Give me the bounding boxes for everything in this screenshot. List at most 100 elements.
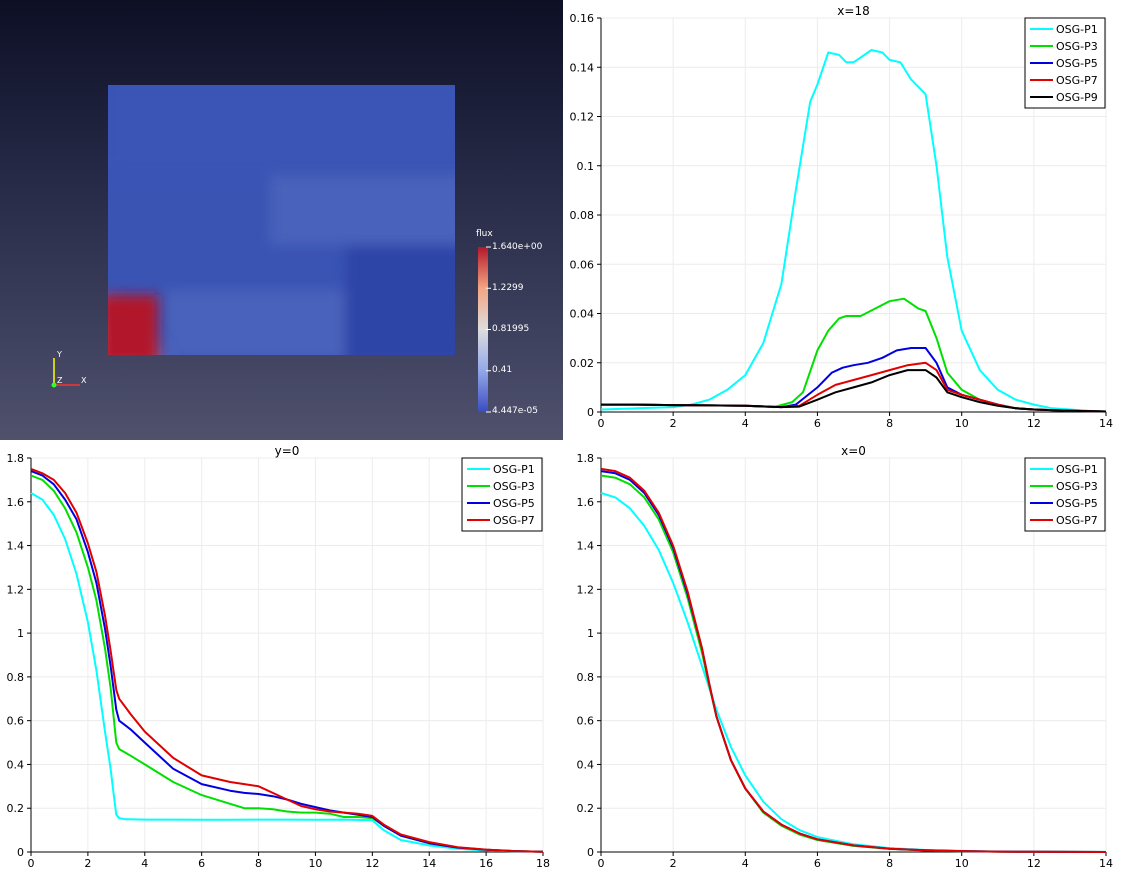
legend-label: OSG-P1 — [1056, 463, 1098, 476]
x-tick-label: 12 — [1027, 417, 1041, 430]
flux-field — [108, 85, 455, 355]
render-canvas[interactable] — [0, 0, 563, 440]
legend-label: OSG-P7 — [1056, 514, 1098, 527]
y-tick-label: 0.8 — [577, 671, 595, 684]
legend-label: OSG-P9 — [1056, 91, 1098, 104]
x-tick-label: 6 — [814, 857, 821, 870]
x-tick-label: 0 — [28, 857, 35, 870]
series-line-osg-p1 — [600, 49, 1107, 413]
colorbar-label-3: 0.81995 — [492, 324, 530, 334]
x-tick-label: 8 — [886, 857, 893, 870]
x-tick-label: 10 — [955, 857, 969, 870]
chart-svg[interactable]: 0 2 4 6 8 10 12 14 0 0.2 0.4 0.6 0.8 1 1.2 1.4 1.6 1.8 x=0… — [563, 440, 1126, 880]
y-tick-label: 1.8 — [7, 452, 25, 465]
legend-box — [461, 457, 543, 532]
series-line-osg-p7 — [30, 467, 544, 853]
chart-svg[interactable]: 0 2 4 6 8 10 12 14 16 18 0 0.2 0.4 0.6 0.8 1 1.2 1.4 1.6 1.… — [0, 440, 563, 880]
x-tick-label: 14 — [422, 857, 436, 870]
y-tick-label: 0 — [587, 846, 594, 859]
chart-title: x=18 — [837, 4, 869, 18]
y-tick-label: 0.6 — [7, 715, 25, 728]
colorbar-label-4: 0.41 — [492, 365, 513, 375]
y-tick-label: 0.12 — [570, 111, 595, 124]
chart-svg[interactable]: 0 2 4 6 8 10 12 14 0 0.02 0.04 0.06 0.08 0.1 0.12 0.14 0… — [563, 0, 1126, 440]
series-line-osg-p1 — [600, 492, 1106, 853]
series-line-osg-p7 — [600, 467, 1107, 853]
x-tick-label: 4 — [141, 857, 148, 870]
colorbar-title: flux — [476, 229, 493, 239]
y-tick-label: 0.04 — [570, 308, 595, 321]
y-tick-label: 0.8 — [7, 671, 25, 684]
y-tick-label: 0.4 — [577, 758, 595, 771]
x-tick-label: 0 — [598, 417, 605, 430]
y-tick-label: 0.08 — [570, 209, 595, 222]
legend-box — [1024, 457, 1106, 532]
y-tick-label: 1 — [587, 627, 594, 640]
legend-label: OSG-P1 — [493, 463, 535, 476]
y-tick-label: 0.06 — [570, 258, 595, 271]
series-line-osg-p3 — [600, 474, 1107, 853]
y-tick-label: 1.2 — [577, 583, 595, 596]
y-tick-label: 0.2 — [7, 802, 25, 815]
line-chart-x0[interactable]: 0 2 4 6 8 10 12 14 0 0.2 0.4 0.6 0.8 1 1.2 1.4 1.6 1.8 x=0… — [563, 440, 1126, 880]
y-tick-label: 1.4 — [7, 540, 25, 553]
y-tick-label: 1.2 — [7, 583, 25, 596]
legend-label: OSG-P3 — [1056, 40, 1098, 53]
render-viewport[interactable]: flux 1.640e+00 1.2299 0.81995 0.41 4.447… — [0, 0, 563, 440]
line-chart-x18[interactable]: 0 2 4 6 8 10 12 14 0 0.02 0.04 0.06 0.08 0.1 0.12 0.14 0… — [563, 0, 1126, 440]
y-tick-label: 0.14 — [570, 61, 595, 74]
legend-label: OSG-P7 — [493, 514, 535, 527]
legend-label: OSG-P5 — [1056, 497, 1098, 510]
series-line-osg-p3 — [601, 297, 1107, 413]
legend-label: OSG-P5 — [493, 497, 535, 510]
y-tick-label: 0.16 — [570, 12, 595, 25]
axis-y-label: Y — [57, 350, 62, 359]
orientation-axes — [51, 358, 80, 388]
colorbar — [478, 247, 488, 412]
x-tick-label: 0 — [598, 857, 605, 870]
x-tick-label: 14 — [1099, 417, 1113, 430]
x-tick-label: 8 — [886, 417, 893, 430]
y-tick-label: 1 — [17, 627, 24, 640]
legend-label: OSG-P1 — [1056, 23, 1098, 36]
x-tick-label: 12 — [1027, 857, 1041, 870]
legend: OSG-P1 OSG-P3 OSG-P5 OSG-P7 OSG-P9 — [1024, 17, 1106, 109]
legend-label: OSG-P3 — [1056, 480, 1098, 493]
x-tick-label: 10 — [308, 857, 322, 870]
x-tick-label: 10 — [955, 417, 969, 430]
series-line-osg-p1 — [30, 492, 544, 853]
chart-title: x=0 — [841, 444, 866, 458]
y-tick-label: 1.8 — [577, 452, 595, 465]
series-line-osg-p9 — [601, 369, 1107, 413]
grid — [30, 457, 544, 853]
x-tick-label: 6 — [814, 417, 821, 430]
legend-label: OSG-P3 — [493, 480, 535, 493]
series-line-osg-p3 — [30, 474, 544, 853]
y-tick-label: 0.2 — [577, 802, 595, 815]
x-tick-label: 18 — [536, 857, 550, 870]
line-chart-y0[interactable]: 0 2 4 6 8 10 12 14 16 18 0 0.2 0.4 0.6 0.8 1 1.2 1.4 1.6 1.… — [0, 440, 563, 880]
colorbar-label-max: 1.640e+00 — [492, 242, 543, 252]
colorbar-label-min: 4.447e-05 — [492, 406, 539, 416]
x-tick-label: 2 — [670, 857, 677, 870]
y-tick-label: 0.6 — [577, 715, 595, 728]
x-tick-label: 8 — [255, 857, 262, 870]
chart-title: y=0 — [275, 444, 300, 458]
axis-z-label: Z — [57, 376, 63, 385]
y-tick-label: 0.1 — [577, 160, 595, 173]
x-tick-label: 2 — [670, 417, 677, 430]
legend-label: OSG-P7 — [1056, 74, 1098, 87]
y-tick-label: 0.4 — [7, 758, 25, 771]
y-tick-label: 0.02 — [570, 357, 595, 370]
x-tick-label: 12 — [365, 857, 379, 870]
x-tick-label: 6 — [198, 857, 205, 870]
y-tick-label: 1.6 — [577, 496, 595, 509]
y-tick-label: 0 — [17, 846, 24, 859]
x-tick-label: 2 — [84, 857, 91, 870]
y-tick-label: 0 — [587, 406, 594, 419]
legend: OSG-P1 OSG-P3 OSG-P5 OSG-P7 — [461, 457, 543, 532]
x-tick-label: 4 — [742, 417, 749, 430]
colorbar-ticks — [486, 246, 491, 413]
axis-x-label: X — [81, 376, 87, 385]
legend-label: OSG-P5 — [1056, 57, 1098, 70]
